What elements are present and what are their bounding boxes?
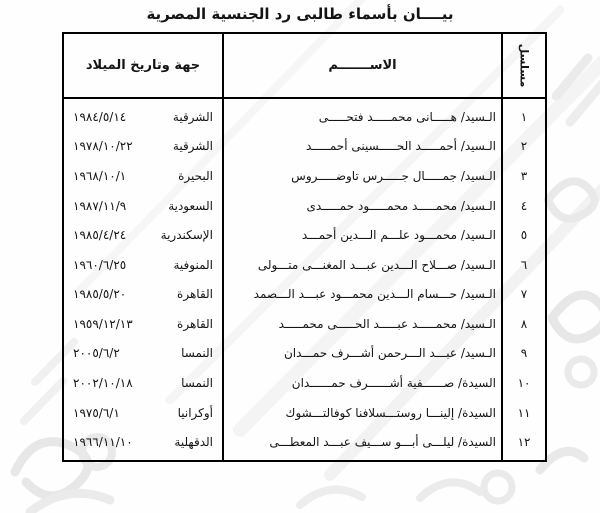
serial-cell: ٣: [520, 168, 528, 183]
name-cell: الـسيد/ محمـــــد محمـــــود حمـــــدى: [306, 198, 496, 213]
serial-cell: ٧: [520, 287, 528, 302]
birth-date: ١٩٨٤/٥/١٤: [73, 109, 127, 124]
birth-place: المنوفية: [173, 257, 213, 272]
birth-cell: البحيرة ١٩٦٨/١٠/١: [64, 161, 222, 191]
birth-cell: المنوفية ١٩٦٠/٦/٢٥: [64, 250, 222, 280]
birth-cell: النمسا ٢٠٠٥/٦/٢: [64, 339, 222, 369]
serial-header-label: مسلسل: [517, 43, 531, 88]
name-cell: الـسيد/ محمـــــد عبـــــد الحـــــى محم…: [278, 316, 496, 331]
birth-date: ١٩٦٦/١١/١٠: [73, 435, 133, 450]
serial-cell: ١: [520, 109, 528, 124]
birth-date: ١٩٦٨/١٠/١: [73, 168, 127, 183]
name-cell: الـسيد/ عبـــد الـــرحمن أشـــرف حمـــدا…: [283, 346, 496, 361]
name-column-body: الـسيد/ هـــــانى محمـــــد فتحـــــى ال…: [224, 99, 501, 460]
birth-column-header: جهة وتاريخ الميلاد: [64, 34, 222, 99]
birth-place: أوكرانيا: [177, 405, 213, 420]
applicants-table: مسلسل ١ ٢ ٣ ٤ ٥ ٦ ٧ ٨ ٩ ١٠ ١١ ١٢ الاســـ…: [62, 32, 547, 462]
serial-cell: ١٠: [517, 375, 531, 390]
birth-place: السعودية: [168, 198, 213, 213]
name-column-header: الاســـــــم: [224, 34, 501, 99]
birth-date: ١٩٧٨/١٠/٢٢: [73, 139, 133, 154]
birth-date: ١٩٧٥/٦/١: [73, 405, 120, 420]
birth-cell: الدقهلية ١٩٦٦/١١/١٠: [64, 427, 222, 457]
birth-cell: القاهرة ١٩٨٥/٥/٢٠: [64, 279, 222, 309]
serial-column-header: مسلسل: [503, 34, 545, 99]
birth-date: ١٩٨٧/١١/٩: [73, 198, 127, 213]
birth-cell: أوكرانيا ١٩٧٥/٦/١: [64, 398, 222, 428]
birth-date: ٢٠٠٢/١٠/١٨: [73, 375, 133, 390]
serial-cell: ٤: [520, 198, 528, 213]
serial-cell: ١١: [517, 405, 531, 420]
name-cell: الـسيد/ هـــــانى محمـــــد فتحـــــى: [318, 109, 496, 124]
birth-date: ٢٠٠٥/٦/٢: [73, 346, 120, 361]
serial-column: مسلسل ١ ٢ ٣ ٤ ٥ ٦ ٧ ٨ ٩ ١٠ ١١ ١٢: [501, 34, 545, 460]
name-cell: الـسيد/ حـــسام الـــدين محمـــود عبـــد…: [253, 287, 496, 302]
birth-header-label: جهة وتاريخ الميلاد: [85, 58, 201, 73]
name-column: الاســـــــم الـسيد/ هـــــانى محمـــــد…: [222, 34, 501, 460]
birth-place: الشرقية: [172, 139, 213, 154]
serial-column-body: ١ ٢ ٣ ٤ ٥ ٦ ٧ ٨ ٩ ١٠ ١١ ١٢: [503, 99, 545, 460]
birth-date: ١٩٦٠/٦/٢٥: [73, 257, 127, 272]
serial-cell: ٩: [520, 346, 528, 361]
birth-place: النمسا: [181, 346, 213, 361]
name-cell: السيدة/ صــــــفية أشــــــرف حمــــــدا…: [291, 375, 496, 390]
birth-place: القاهرة: [177, 287, 213, 302]
serial-cell: ٥: [520, 228, 528, 243]
name-cell: السيدة/ ليلـــى أبـــو ســـيف عبـــد الم…: [269, 435, 496, 450]
birth-date: ١٩٨٥/٤/٢٤: [73, 228, 127, 243]
birth-cell: السعودية ١٩٨٧/١١/٩: [64, 191, 222, 221]
serial-cell: ٢: [520, 139, 528, 154]
birth-place: البحيرة: [178, 168, 213, 183]
birth-cell: النمسا ٢٠٠٢/١٠/١٨: [64, 368, 222, 398]
birth-cell: الشرقية ١٩٧٨/١٠/٢٢: [64, 132, 222, 162]
name-header-label: الاســـــــم: [328, 58, 397, 73]
name-cell: الـسيد/ صـــلاح الـــدين عبـــد المغنـــ…: [257, 257, 496, 272]
name-cell: الـسيد/ أحمـــــد الحـــــسينى أحمـــــد: [305, 139, 496, 154]
name-cell: السيدة/ إلينـــا روستـــسلافنا كوفالتـــ…: [285, 405, 496, 420]
birth-place: الشرقية: [172, 109, 213, 124]
birth-date: ١٩٥٩/١٢/١٣: [73, 316, 133, 331]
birth-place: القاهرة: [177, 316, 213, 331]
birth-cell: الإسكندرية ١٩٨٥/٤/٢٤: [64, 220, 222, 250]
birth-column-body: الشرقية ١٩٨٤/٥/١٤ الشرقية ١٩٧٨/١٠/٢٢ الب…: [64, 99, 222, 460]
birth-cell: القاهرة ١٩٥٩/١٢/١٣: [64, 309, 222, 339]
page-title: بيــــان بأسماء طالبى رد الجنسية المصرية: [146, 5, 454, 23]
birth-column: جهة وتاريخ الميلاد الشرقية ١٩٨٤/٥/١٤ الش…: [64, 34, 222, 460]
birth-place: الإسكندرية: [160, 228, 213, 243]
name-cell: الـسيد/ جمـــــال جـــــرس تاوضـــــروس: [291, 168, 496, 183]
birth-place: الدقهلية: [174, 435, 213, 450]
serial-cell: ٦: [520, 257, 528, 272]
birth-cell: الشرقية ١٩٨٤/٥/١٤: [64, 102, 222, 132]
birth-date: ١٩٨٥/٥/٢٠: [73, 287, 127, 302]
name-cell: الـسيد/ محمـــود علـــم الـــدين أحمـــد: [301, 228, 496, 243]
birth-place: النمسا: [181, 375, 213, 390]
serial-cell: ٨: [520, 316, 528, 331]
serial-cell: ١٢: [517, 435, 531, 450]
